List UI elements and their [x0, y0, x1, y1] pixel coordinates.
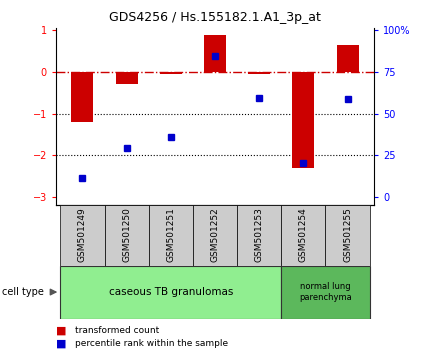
Bar: [281, 266, 370, 319]
Text: GSM501252: GSM501252: [211, 207, 219, 262]
Bar: [204, 35, 226, 72]
Text: GSM501251: GSM501251: [166, 207, 175, 262]
Text: caseous TB granulomas: caseous TB granulomas: [109, 287, 233, 297]
Bar: [116, 72, 138, 84]
Bar: [193, 205, 237, 266]
Text: transformed count: transformed count: [75, 326, 160, 336]
Text: GSM501254: GSM501254: [299, 207, 308, 262]
Bar: [248, 72, 270, 74]
Text: GDS4256 / Hs.155182.1.A1_3p_at: GDS4256 / Hs.155182.1.A1_3p_at: [109, 11, 321, 24]
Bar: [281, 205, 326, 266]
Text: ■: ■: [56, 326, 66, 336]
Text: normal lung
parenchyma: normal lung parenchyma: [299, 282, 352, 302]
Text: GSM501249: GSM501249: [78, 207, 87, 262]
Bar: [337, 45, 359, 72]
Bar: [149, 205, 193, 266]
Bar: [292, 72, 314, 168]
Bar: [237, 205, 281, 266]
Text: cell type: cell type: [2, 287, 44, 297]
Bar: [104, 205, 149, 266]
Bar: [326, 205, 370, 266]
Text: ■: ■: [56, 338, 66, 348]
Bar: [60, 266, 281, 319]
Text: GSM501250: GSM501250: [122, 207, 131, 262]
Text: GSM501253: GSM501253: [255, 207, 264, 262]
Bar: [160, 72, 182, 74]
Text: GSM501255: GSM501255: [343, 207, 352, 262]
Bar: [71, 72, 93, 122]
Bar: [60, 205, 104, 266]
Text: percentile rank within the sample: percentile rank within the sample: [75, 339, 228, 348]
